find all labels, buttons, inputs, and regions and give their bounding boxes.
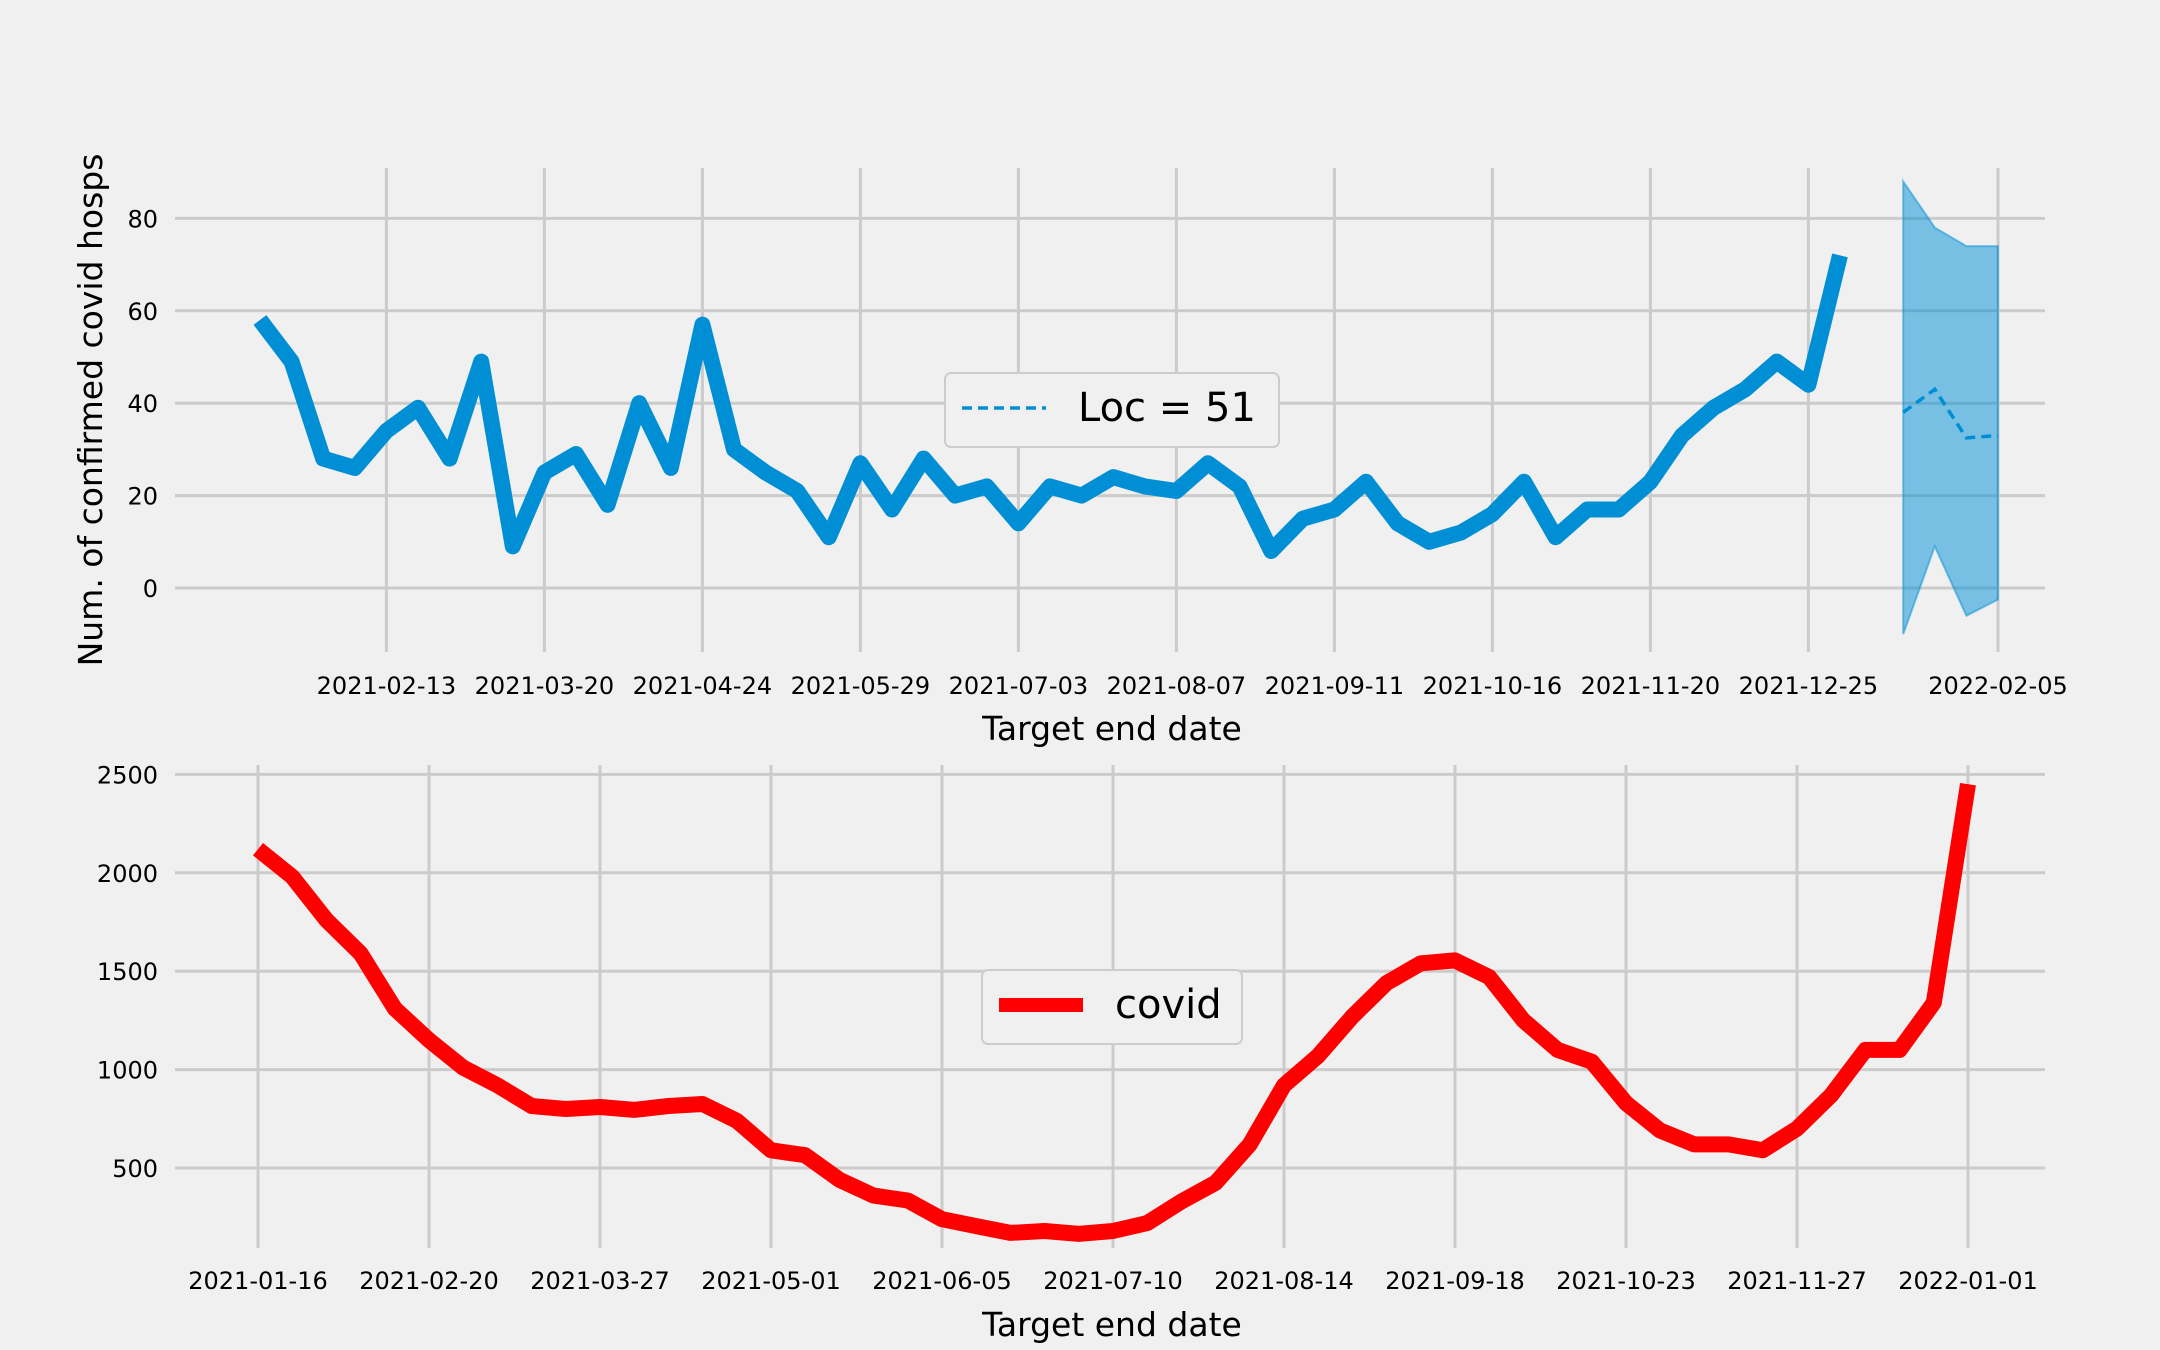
top-x-tick-label: 2021-04-24: [633, 672, 772, 700]
bottom-grid: [175, 765, 2045, 1248]
top-y-tick-label: 20: [127, 483, 158, 511]
bottom-x-tick-labels: 2021-01-16 2021-02-20 2021-03-27 2021-05-01…: [188, 1267, 2037, 1295]
bottom-x-tick-label: 2021-10-23: [1556, 1267, 1695, 1295]
bottom-legend-label: covid: [1115, 982, 1222, 1028]
bottom-lines-layer: [252, 782, 1976, 1242]
top-x-tick-label: 2021-08-07: [1107, 672, 1246, 700]
top-x-tick-label: 2021-09-11: [1265, 672, 1404, 700]
bottom-x-tick-label: 2021-06-05: [872, 1267, 1011, 1295]
top-legend: Loc = 51: [944, 372, 1280, 448]
observed-hosps-line: [253, 253, 1848, 559]
top-x-axis-label: Target end date: [981, 709, 1242, 748]
bottom-y-tick-label: 1000: [97, 1057, 158, 1085]
forecast-band-layer: [1902, 178, 1999, 635]
top-lines-layer: [253, 253, 1999, 559]
bottom-y-tick-label: 2500: [97, 761, 158, 789]
bottom-y-tick-labels: 500 1000 1500 2000 2500: [97, 761, 158, 1183]
top-x-tick-labels: 2021-02-13 2021-03-20 2021-04-24 2021-05-29…: [317, 672, 2068, 700]
hospitalizations-chart: 0 20 40 60 80 2021-02-13 2021-03-20 2021-04-24…: [71, 154, 2068, 748]
bottom-x-tick-label: 2021-03-27: [530, 1267, 669, 1295]
top-y-tick-label: 0: [143, 575, 158, 603]
top-y-tick-label: 40: [127, 390, 158, 418]
top-x-tick-label: 2022-02-05: [1928, 672, 2067, 700]
top-legend-label: Loc = 51: [1078, 385, 1256, 431]
bottom-x-tick-label: 2022-01-01: [1898, 1267, 2037, 1295]
top-x-tick-label: 2021-11-20: [1581, 672, 1720, 700]
bottom-x-axis-label: Target end date: [981, 1305, 1242, 1344]
top-y-axis-label: Num. of confirmed covid hosps: [71, 154, 110, 667]
covid-line: [252, 782, 1976, 1242]
bottom-y-tick-label: 2000: [97, 860, 158, 888]
bottom-x-tick-label: 2021-07-10: [1043, 1267, 1182, 1295]
top-legend-box: [944, 372, 1280, 448]
top-y-tick-label: 60: [127, 298, 158, 326]
top-x-tick-label: 2021-12-25: [1739, 672, 1878, 700]
bottom-x-tick-label: 2021-01-16: [188, 1267, 327, 1295]
bottom-x-tick-label: 2021-08-14: [1214, 1267, 1353, 1295]
top-x-tick-label: 2021-05-29: [791, 672, 930, 700]
bottom-x-tick-label: 2021-05-01: [701, 1267, 840, 1295]
forecast-median-line: [1902, 386, 1999, 440]
top-x-tick-label: 2021-03-20: [475, 672, 614, 700]
top-y-tick-labels: 0 20 40 60 80: [127, 205, 158, 603]
bottom-y-tick-label: 500: [112, 1155, 158, 1183]
forecast-interval-band: [1902, 178, 1999, 635]
covid-chart: 500 1000 1500 2000 2500 2021-01-16 2021-02-20…: [97, 761, 2045, 1344]
bottom-x-tick-label: 2021-09-18: [1385, 1267, 1524, 1295]
top-x-tick-label: 2021-02-13: [317, 672, 456, 700]
top-x-tick-label: 2021-07-03: [949, 672, 1088, 700]
top-y-tick-label: 80: [127, 205, 158, 233]
bottom-y-tick-label: 1500: [97, 958, 158, 986]
top-x-tick-label: 2021-10-16: [1423, 672, 1562, 700]
bottom-x-tick-label: 2021-11-27: [1727, 1267, 1866, 1295]
bottom-legend-box: [981, 969, 1243, 1045]
bottom-x-tick-label: 2021-02-20: [359, 1267, 498, 1295]
bottom-legend: covid: [981, 969, 1243, 1045]
